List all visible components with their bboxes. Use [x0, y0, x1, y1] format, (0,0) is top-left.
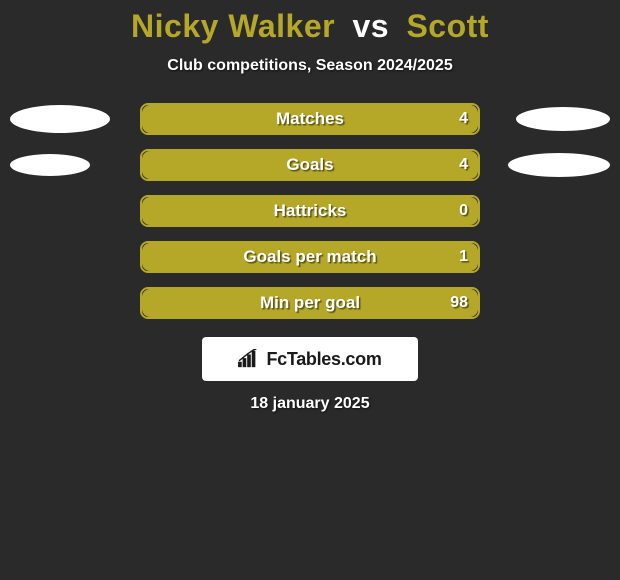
player1-ellipse	[10, 105, 110, 133]
subtitle: Club competitions, Season 2024/2025	[0, 57, 620, 75]
stat-bar-fill	[142, 105, 478, 133]
stat-bar-track: Min per goal98	[140, 287, 480, 319]
stat-bar-track: Goals4	[140, 149, 480, 181]
player2-name: Scott	[406, 8, 489, 44]
stat-bar-track: Hattricks0	[140, 195, 480, 227]
page-title: Nicky Walker vs Scott	[0, 8, 620, 45]
stat-bar-fill	[142, 197, 478, 225]
player1-ellipse	[10, 154, 90, 176]
vs-separator: vs	[352, 8, 389, 44]
stat-bar-fill	[142, 289, 478, 317]
brand-text: FcTables.com	[266, 349, 381, 370]
stats-comparison-card: Nicky Walker vs Scott Club competitions,…	[0, 0, 620, 413]
player2-ellipse	[516, 107, 610, 131]
stats-rows: Matches4 Goals4 Hattricks0 Goals per match1…	[0, 103, 620, 319]
date-label: 18 january 2025	[0, 395, 620, 413]
player1-name: Nicky Walker	[131, 8, 335, 44]
stat-row: Goals4	[0, 149, 620, 181]
player2-ellipse	[508, 153, 610, 177]
stat-bar-fill	[142, 243, 478, 271]
bar-chart-icon	[238, 349, 260, 369]
stat-bar-track: Matches4	[140, 103, 480, 135]
brand-badge: FcTables.com	[202, 337, 418, 381]
stat-row: Goals per match1	[0, 241, 620, 273]
stat-bar-track: Goals per match1	[140, 241, 480, 273]
stat-bar-fill	[142, 151, 478, 179]
stat-row: Min per goal98	[0, 287, 620, 319]
stat-row: Matches4	[0, 103, 620, 135]
stat-row: Hattricks0	[0, 195, 620, 227]
